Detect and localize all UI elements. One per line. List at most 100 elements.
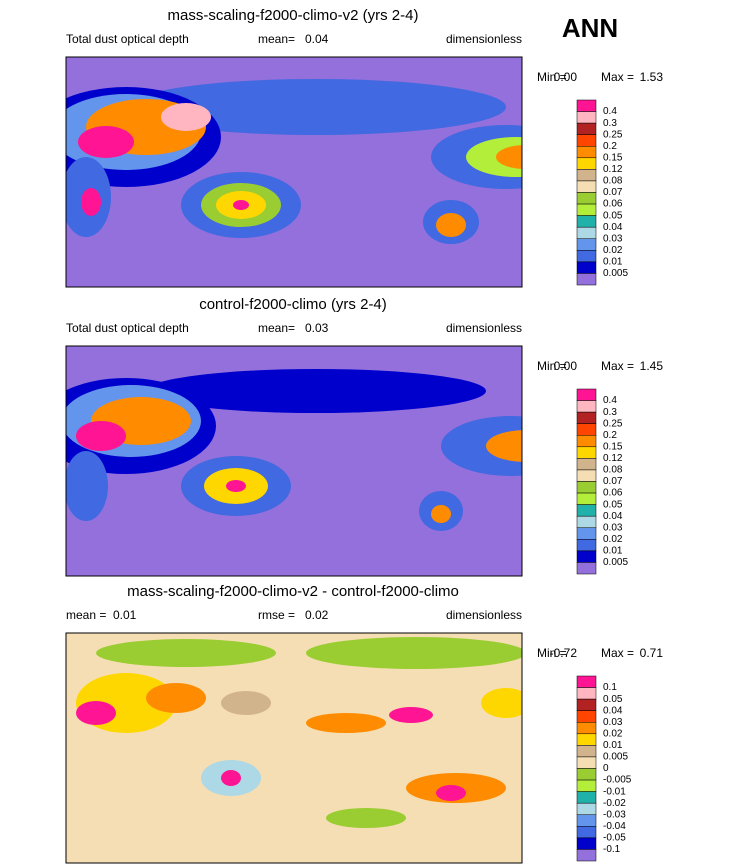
- contour-region: [436, 785, 466, 801]
- colorbar-box: [576, 111, 597, 124]
- map-frame: [65, 345, 523, 577]
- colorbar-box: [576, 169, 597, 182]
- map-frame: [65, 632, 523, 864]
- colorbar-box: [576, 802, 597, 815]
- colorbar-label: 0.12: [603, 164, 623, 175]
- colorbar-label: 0.25: [603, 418, 623, 429]
- colorbar-box: [576, 411, 597, 424]
- map-background: [66, 633, 522, 863]
- max-label: Max =: [601, 646, 634, 660]
- colorbar-box: [576, 157, 597, 170]
- colorbar-label: 0.3: [603, 118, 617, 129]
- colorbar-box: [576, 826, 597, 839]
- colorbar-label: 0.04: [603, 222, 623, 233]
- colorbar-label: 0.05: [603, 210, 623, 221]
- min-label: Min =: [537, 70, 567, 84]
- colorbar-box: [576, 515, 597, 528]
- colorbar-label: 0.05: [603, 499, 623, 510]
- contour-region: [481, 688, 522, 718]
- colorbar-box: [576, 745, 597, 758]
- colorbar-box: [576, 226, 597, 239]
- colorbar-box: [576, 527, 597, 540]
- contour-region: [226, 480, 246, 492]
- colorbar-label: 0.25: [603, 129, 623, 140]
- contour-region: [146, 683, 206, 713]
- colorbar-box: [576, 192, 597, 205]
- contour-region: [306, 713, 386, 733]
- colorbar-box: [576, 791, 597, 804]
- colorbar-box: [576, 710, 597, 723]
- contour-region: [78, 126, 134, 158]
- season-label: ANN: [562, 13, 618, 43]
- colorbar-label: 0.03: [603, 233, 623, 244]
- max-value: 1.45: [640, 359, 664, 373]
- contour-region: [221, 770, 241, 786]
- colorbar-label: -0.1: [603, 844, 621, 855]
- contour-region: [161, 103, 211, 131]
- contour-region: [441, 416, 522, 476]
- colorbar-label: 0.02: [603, 245, 623, 256]
- contour-region: [496, 145, 522, 169]
- colorbar-label: 0.2: [603, 141, 617, 152]
- colorbar-box: [576, 814, 597, 827]
- contour-region: [436, 213, 466, 237]
- colorbar-box: [576, 698, 597, 711]
- contour-region: [466, 137, 522, 177]
- colorbar-label: 0.07: [603, 187, 623, 198]
- min-value: 0.00: [554, 70, 578, 84]
- colorbar-label: 0.08: [603, 176, 623, 187]
- colorbar-label: 0.1: [603, 682, 617, 693]
- stat-label: rmse =: [258, 608, 295, 622]
- map-field: [76, 637, 522, 828]
- colorbar-label: -0.04: [603, 821, 626, 832]
- colorbar-box: [576, 492, 597, 505]
- colorbar-label: 0.06: [603, 488, 623, 499]
- colorbar-label: 0.06: [603, 199, 623, 210]
- colorbar-label: -0.01: [603, 786, 626, 797]
- min-label: Min =: [537, 646, 567, 660]
- contour-region: [81, 188, 101, 216]
- colorbar-box: [576, 756, 597, 769]
- units: dimensionless: [446, 608, 522, 622]
- contour-region: [431, 505, 451, 523]
- contour-region: [221, 691, 271, 715]
- colorbar-label: 0.12: [603, 453, 623, 464]
- colorbar-box: [576, 134, 597, 147]
- colorbar-box: [576, 423, 597, 436]
- map-frame: [65, 56, 523, 288]
- stat-label: mean =: [66, 608, 106, 622]
- stat-value: 0.01: [113, 608, 137, 622]
- min-value: 0.00: [554, 359, 578, 373]
- contour-region: [76, 421, 126, 451]
- colorbar-label: 0.01: [603, 546, 623, 557]
- colorbar-label: -0.05: [603, 833, 626, 844]
- max-value: 0.71: [640, 646, 664, 660]
- colorbar-label: 0: [603, 763, 609, 774]
- colorbar-box: [576, 250, 597, 263]
- colorbar-box: [576, 469, 597, 482]
- colorbar-box: [576, 400, 597, 413]
- colorbar-box: [576, 550, 597, 563]
- colorbar-box: [576, 458, 597, 471]
- units: dimensionless: [446, 321, 522, 335]
- colorbar-label: 0.03: [603, 522, 623, 533]
- colorbar-label: 0.07: [603, 476, 623, 487]
- variable-name: Total dust optical depth: [66, 321, 189, 335]
- colorbar-label: 0.15: [603, 441, 623, 452]
- contour-region: [233, 200, 249, 210]
- colorbar-box: [576, 675, 597, 688]
- contour-region: [389, 707, 433, 723]
- colorbar-label: 0.4: [603, 395, 617, 406]
- colorbar-label: 0.05: [603, 694, 623, 705]
- colorbar-label: 0.2: [603, 430, 617, 441]
- colorbar-box: [576, 146, 597, 159]
- contour-region: [306, 637, 522, 669]
- min-label: Min =: [537, 359, 567, 373]
- colorbar-label: -0.02: [603, 798, 626, 809]
- colorbar-box: [576, 122, 597, 135]
- contour-region: [326, 808, 406, 828]
- max-label: Max =: [601, 359, 634, 373]
- colorbar-box: [576, 203, 597, 216]
- colorbar-label: 0.08: [603, 465, 623, 476]
